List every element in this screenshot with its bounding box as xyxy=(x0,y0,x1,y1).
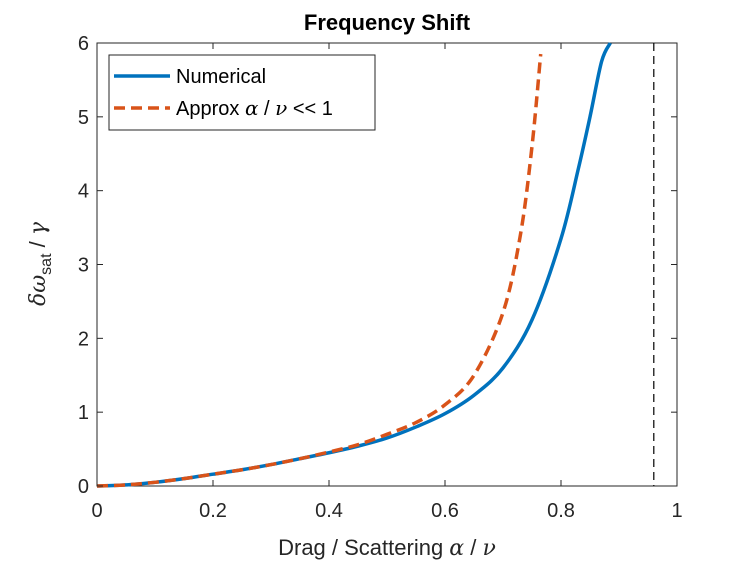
legend-approx-alpha: α xyxy=(245,96,259,120)
series-line-approx xyxy=(96,53,543,488)
y-tick-label: 1 xyxy=(78,402,89,424)
x-tick-label: 0.6 xyxy=(431,500,459,522)
y-tick-label: 3 xyxy=(78,255,89,277)
x-tick-label: 0.8 xyxy=(547,500,575,522)
legend-label-numerical: Numerical xyxy=(176,66,266,88)
y-tick-label: 4 xyxy=(78,181,89,203)
y-axis-label-subscript: sat xyxy=(38,253,55,275)
y-tick-label: 0 xyxy=(78,476,89,498)
x-tick-label: 0.2 xyxy=(199,500,227,522)
legend-approx-nu: ν xyxy=(275,96,287,120)
x-axis-label-prefix: Drag / Scattering xyxy=(278,535,449,560)
y-axis-label-gamma: γ xyxy=(26,221,51,235)
x-axis-label-sep: / xyxy=(464,535,482,560)
legend: Numerical Approx α / ν << 1 xyxy=(108,54,376,131)
x-axis-label: Drag / Scattering α / ν xyxy=(278,535,496,561)
x-tick-label: 0 xyxy=(91,500,102,522)
legend-label-approx: Approx α / ν << 1 xyxy=(176,96,333,120)
legend-approx-sep: / xyxy=(258,98,275,120)
y-axis-label: δωsat / γ xyxy=(25,221,55,306)
y-tick-label: 5 xyxy=(78,107,89,129)
series-layer xyxy=(96,42,655,488)
x-axis-label-nu: ν xyxy=(483,536,496,561)
y-tick-label: 2 xyxy=(78,328,89,350)
legend-approx-prefix: Approx xyxy=(176,98,245,120)
chart-title: Frequency Shift xyxy=(304,10,471,35)
x-tick-label: 0.4 xyxy=(315,500,343,522)
legend-approx-suffix: << 1 xyxy=(287,98,333,120)
y-tick-label: 6 xyxy=(78,33,89,55)
legend-box xyxy=(108,54,376,131)
series-line-numerical xyxy=(96,42,612,488)
x-tick-label: 1 xyxy=(671,500,682,522)
x-axis-label-alpha: α xyxy=(449,536,464,561)
y-axis-label-sep: / xyxy=(25,235,50,253)
y-axis-label-delta-omega: δω xyxy=(26,275,51,306)
ticks-layer: 0 0.2 0.4 0.6 0.8 1 0 1 2 3 4 5 6 xyxy=(78,33,683,522)
